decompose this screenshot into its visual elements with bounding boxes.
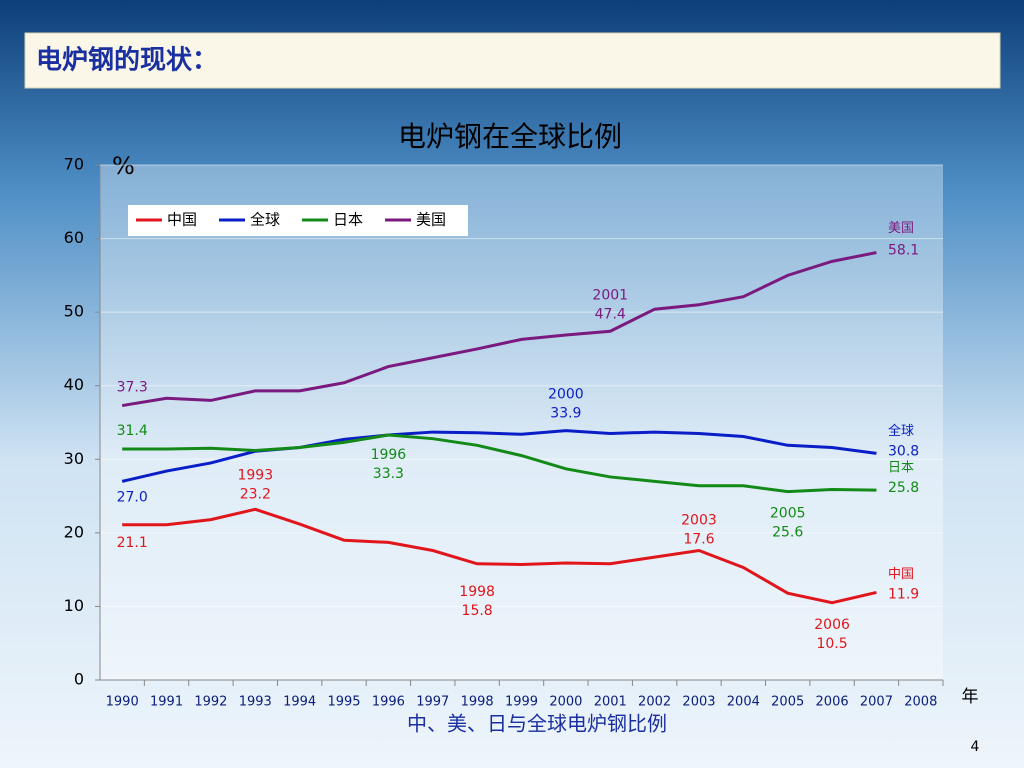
y-tick-label: 20 [64,522,84,541]
x-tick-label: 1996 [372,695,405,710]
y-unit: % [112,152,135,180]
legend-label: 美国 [416,211,446,229]
y-tick-label: 50 [64,302,84,321]
plot-area [100,165,943,680]
x-tick-label: 2008 [904,695,937,710]
legend-label: 中国 [167,211,197,229]
series-line [121,429,877,483]
x-tick-label: 1995 [327,695,360,710]
data-label-year: 2006 [814,617,850,633]
x-tick-label: 1994 [283,695,316,710]
data-label: 11.9 [888,586,919,602]
data-label-year: 1996 [371,447,407,463]
legend-label: 日本 [333,211,363,229]
x-tick-label: 1997 [416,695,449,710]
x-tick-label: 2001 [594,695,627,710]
y-tick-label: 30 [64,449,84,468]
data-label-year: 2000 [548,387,584,403]
x-tick-label: 2006 [816,695,849,710]
y-tick-label: 70 [64,155,84,174]
data-label: 33.3 [373,466,404,482]
legend-label: 全球 [250,211,280,229]
x-tick-label: 2002 [638,695,671,710]
legend: 中国 全球 日本 美国 [128,205,468,236]
data-label: 33.9 [550,406,581,422]
y-tick-label: 40 [64,375,84,394]
data-label: 23.2 [240,486,271,502]
series-line [122,433,877,494]
series-line [122,507,877,605]
series-end-name: 美国 [888,221,914,236]
data-label: 17.6 [683,532,714,548]
x-tick-label: 2000 [549,695,582,710]
data-label: 27.0 [117,489,148,505]
series-end-name: 中国 [888,567,914,582]
x-tick-label: 1998 [461,695,494,710]
data-label: 10.5 [816,636,847,652]
y-tick-label: 60 [64,228,84,247]
series-end-name: 全球 [888,423,914,439]
data-label: 25.6 [772,525,803,541]
x-tick-label: 2007 [860,695,893,710]
data-label-year: 2005 [770,506,806,522]
x-tick-label: 1990 [106,695,139,710]
x-tick-label: 1991 [150,695,183,710]
y-tick-label: 0 [74,670,84,689]
x-tick-label: 2003 [682,695,715,710]
series-line [121,251,877,408]
data-label-year: 1993 [237,467,273,483]
data-label: 30.8 [888,443,919,459]
legend-box [128,205,468,236]
data-label-year: 1998 [459,584,495,600]
chart: 0 10 20 30 40 50 60 70 1990 1991 1992 1993 1994 1995 1… [64,155,944,710]
x-tick-label: 1993 [239,695,272,710]
data-label: 37.3 [117,380,148,396]
data-label: 58.1 [888,243,919,259]
x-tick-label: 1999 [505,695,538,710]
data-label: 31.4 [117,423,148,439]
page-number: 4 [971,739,980,755]
data-label: 25.8 [888,480,919,496]
y-tick-label: 10 [64,596,84,615]
data-label: 15.8 [462,603,493,619]
x-tick-label: 2005 [771,695,804,710]
chart-title: 电炉钢在全球比例 [398,120,622,153]
data-label-year: 2003 [681,513,717,529]
data-label: 21.1 [117,535,148,551]
x-tick-label: 1992 [194,695,227,710]
x-unit: 年 [962,687,979,707]
title-box [24,32,1001,89]
slide-title: 电炉钢的现状： [36,45,218,76]
caption: 中、美、日与全球电炉钢比例 [407,712,667,736]
series-end-name: 日本 [888,461,914,476]
data-label: 47.4 [595,306,626,322]
x-tick-label: 2004 [727,695,760,710]
data-label-year: 2001 [592,287,628,303]
